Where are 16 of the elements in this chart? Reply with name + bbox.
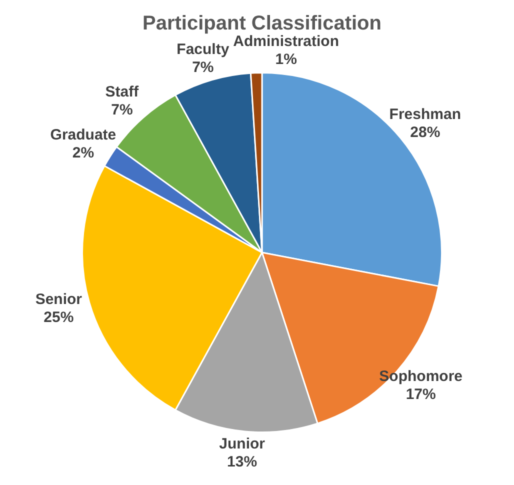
slice-label: Freshman	[389, 106, 462, 124]
slice-label: Graduate	[50, 126, 116, 144]
data-label: 13%	[227, 453, 258, 470]
data-label: 25%	[44, 308, 74, 326]
slice-label: Faculty	[176, 40, 230, 58]
data-label: 7%	[111, 101, 133, 118]
chart-title: Participant Classification	[142, 12, 382, 35]
slice-label: Administration	[233, 32, 340, 50]
slice-label: Senior	[35, 290, 82, 308]
data-label: 7%	[192, 58, 214, 76]
data-label: 2%	[72, 144, 94, 162]
data-label: 28%	[410, 124, 440, 142]
data-label: 17%	[406, 386, 436, 404]
slice-label: Junior	[219, 435, 266, 452]
slice-label: Staff	[105, 83, 140, 100]
data-label: 1%	[275, 50, 297, 68]
